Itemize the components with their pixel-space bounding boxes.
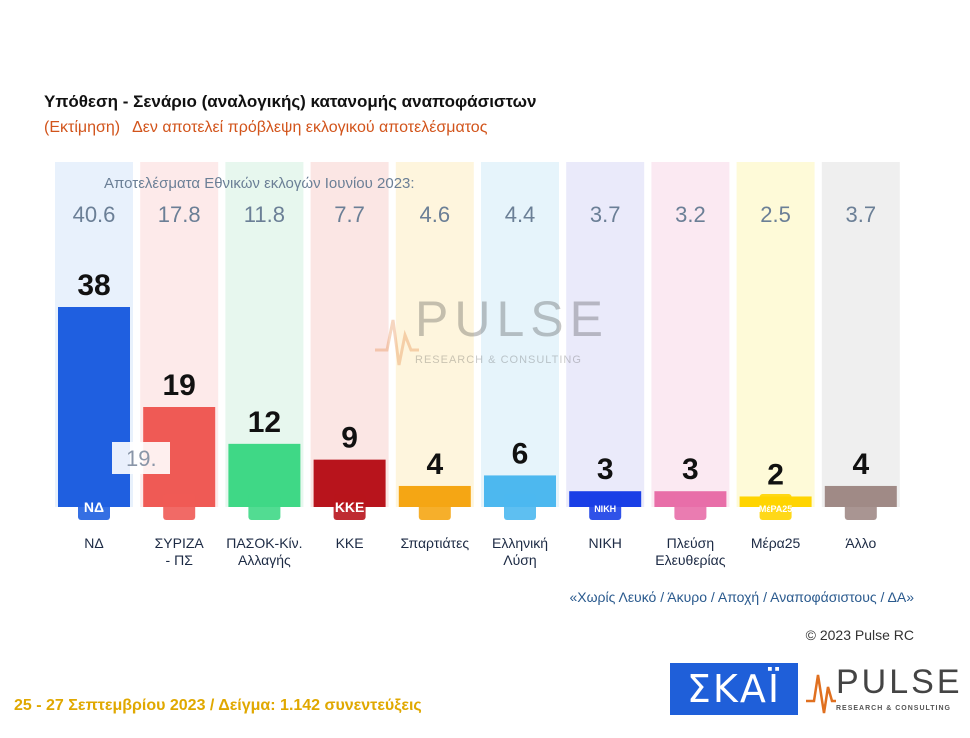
category-label: ΝΙΚΗ [588, 535, 621, 551]
party-logo-icon [674, 494, 707, 520]
bar [58, 307, 130, 507]
bar-value-label: 4 [852, 448, 869, 481]
reference-value: 3.7 [846, 202, 877, 227]
bar-chart: 40.6 38 ΝΔ ΝΔ 17.8 19 ΣΥΡΙΖΑ- ΠΣ 11.8 12 ΠΑΣΟΚ-Κί… [55, 162, 900, 568]
bar-value-label: 12 [248, 406, 281, 439]
party-logo-icon [163, 494, 196, 520]
column-background [821, 162, 900, 507]
category-label: Άλλο [845, 535, 876, 551]
bar-value-label: 6 [512, 437, 529, 470]
party-logo-icon [759, 494, 792, 520]
category-label: ΠΑΣΟΚ-Κίν. [226, 535, 302, 551]
category-label: Ελληνική [492, 535, 548, 551]
bar-value-label: 4 [426, 448, 443, 481]
pulse-logo-tagline: RESEARCH & CONSULTING [836, 705, 951, 712]
category-label: Σπαρτιάτες [401, 535, 470, 551]
annotation-value: 19. [126, 446, 157, 471]
watermark-tagline: RESEARCH & CONSULTING [415, 354, 582, 366]
party-logo-text: ΜέΡΑ25 [759, 504, 792, 514]
chart-subtitle: (Εκτίμηση) Δεν αποτελεί πρόβλεψη εκλογικο… [44, 119, 487, 137]
column-background [310, 162, 389, 507]
annotation-box [112, 442, 170, 474]
bar-value-label: 2 [767, 458, 784, 491]
bar-value-label: 38 [77, 269, 110, 302]
pulse-logo-wave-icon [806, 674, 836, 714]
copyright: © 2023 Pulse RC [805, 627, 914, 643]
category-label: Λύση [503, 552, 536, 568]
party-logo-icon [78, 494, 110, 520]
pulse-logo-wordmark: PULSE [836, 663, 963, 701]
pulse-logo: PULSE RESEARCH & CONSULTING [806, 663, 960, 719]
bar-value-label: 19 [163, 369, 196, 402]
column-background [651, 162, 730, 507]
reference-value: 11.8 [244, 202, 285, 227]
reference-value: 2.5 [760, 202, 791, 227]
party-logo-icon [504, 494, 536, 520]
subtitle-disclaimer: Δεν αποτελεί πρόβλεψη εκλογικού αποτελέσ… [132, 119, 488, 136]
reference-header: Αποτελέσματα Εθνικών εκλογών Ιουνίου 202… [104, 175, 415, 192]
party-logo-text: ΝΔ [84, 499, 104, 515]
category-label: ΝΔ [84, 535, 103, 551]
pulse-watermark: PULSE RESEARCH & CONSULTING [375, 290, 605, 380]
category-label: Αλλαγής [238, 552, 291, 568]
party-logo-icon [418, 494, 451, 520]
category-label: Μέρα25 [751, 535, 801, 551]
party-logo-icon [844, 494, 877, 520]
party-logo-icon [589, 494, 622, 520]
reference-value: 4.6 [420, 202, 451, 227]
footnote: «Χωρίς Λευκό / Άκυρο / Αποχή / Αναποφάσι… [569, 589, 914, 605]
category-label: ΚΚΕ [336, 535, 364, 551]
reference-value: 7.7 [334, 202, 365, 227]
party-logo-icon [248, 494, 281, 520]
column-background [566, 162, 645, 507]
subtitle-estimate: (Εκτίμηση) [44, 119, 121, 136]
pulse-wave-icon [375, 319, 419, 366]
reference-value: 4.4 [505, 202, 536, 227]
party-logo-icon [333, 494, 366, 520]
column-background [481, 162, 559, 507]
bar-value-label: 3 [682, 453, 699, 486]
column-background [395, 162, 474, 507]
reference-value: 17.8 [158, 202, 201, 227]
category-label: ΣΥΡΙΖΑ [155, 535, 205, 551]
column-background [736, 162, 815, 507]
chart-title: Υπόθεση - Σενάριο (αναλογικής) κατανομής… [44, 92, 537, 111]
category-label: Πλεύση [667, 535, 714, 551]
reference-value: 40.6 [73, 202, 116, 227]
party-logo-text: ΚΚΕ [335, 499, 365, 515]
reference-value: 3.7 [590, 202, 621, 227]
category-label: - ΠΣ [166, 552, 194, 568]
party-logo-text: ΝΙΚΗ [594, 504, 616, 514]
reference-value: 3.2 [675, 202, 706, 227]
survey-date-sample: 25 - 27 Σεπτεμβρίου 2023 / Δείγμα: 1.142… [14, 697, 422, 714]
watermark-wordmark: PULSE [415, 291, 609, 347]
category-label: Ελευθερίας [655, 552, 725, 568]
skai-logo: ΣΚΑΪ [670, 663, 798, 715]
bar-value-label: 3 [597, 453, 614, 486]
bar-value-label: 9 [341, 422, 358, 455]
